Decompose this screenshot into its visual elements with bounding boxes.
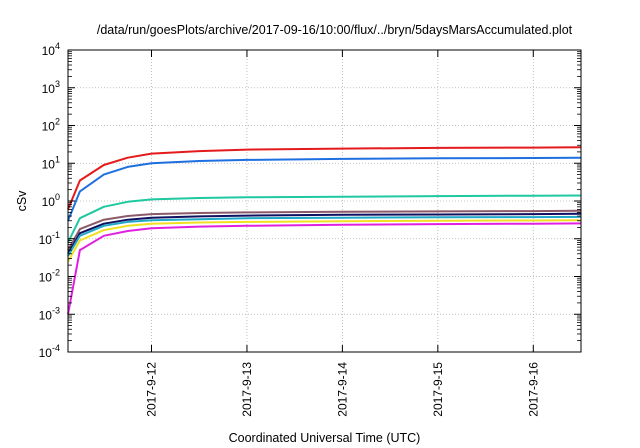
series-line-2 xyxy=(67,156,582,222)
x-tick-label: 2017-9-16 xyxy=(526,362,540,417)
y-tick-label: 10-3 xyxy=(39,305,60,322)
y-tick-exponent: -2 xyxy=(52,268,60,278)
series-line-5 xyxy=(67,212,582,255)
x-tick-labels: 2017-9-12 2017-9-13 2017-9-14 2017-9-15 2017… xyxy=(145,362,541,417)
series-line-4 xyxy=(67,209,582,251)
x-tick-label: 2017-9-12 xyxy=(145,362,159,417)
x-tick-label: 2017-9-13 xyxy=(240,362,254,417)
y-axis-title: cSv xyxy=(15,190,29,212)
chart-title: /data/run/goesPlots/archive/2017-09-16/1… xyxy=(97,23,573,37)
y-tick-label: 10-1 xyxy=(39,230,60,247)
x-tick-label: 2017-9-14 xyxy=(335,362,349,417)
y-tick-label: 104 xyxy=(42,41,60,58)
y-tick-exponent: -1 xyxy=(52,230,60,240)
y-tick-base: 10 xyxy=(39,346,53,360)
y-tick-exponent: 0 xyxy=(55,192,60,202)
series-layer xyxy=(67,146,582,315)
tick-marks xyxy=(68,49,581,353)
y-tick-base: 10 xyxy=(39,271,53,285)
y-tick-exponent: -3 xyxy=(52,305,60,315)
y-tick-base: 10 xyxy=(42,195,56,209)
y-tick-label: 100 xyxy=(42,192,60,209)
y-tick-base: 10 xyxy=(39,308,53,322)
series-line-1 xyxy=(67,146,582,210)
y-tick-exponent: 2 xyxy=(55,117,60,127)
series-line-3 xyxy=(67,194,582,243)
series-line-7 xyxy=(67,219,582,262)
y-tick-label: 10-2 xyxy=(39,268,60,285)
series-line-6 xyxy=(67,215,582,257)
x-axis-title: Coordinated Universal Time (UTC) xyxy=(229,431,421,445)
y-tick-exponent: -4 xyxy=(52,343,60,353)
y-tick-exponent: 1 xyxy=(55,154,60,164)
y-tick-exponent: 3 xyxy=(55,79,60,89)
y-tick-base: 10 xyxy=(42,82,56,96)
y-tick-label: 102 xyxy=(42,117,60,134)
y-tick-base: 10 xyxy=(39,233,53,247)
series-line-8 xyxy=(67,222,582,315)
y-tick-label: 101 xyxy=(42,154,60,171)
grid-lines xyxy=(68,50,581,352)
y-tick-label: 103 xyxy=(42,79,60,96)
x-tick-label: 2017-9-15 xyxy=(431,362,445,417)
y-tick-label: 10-4 xyxy=(39,343,60,360)
y-tick-base: 10 xyxy=(42,44,56,58)
y-tick-base: 10 xyxy=(42,120,56,134)
y-tick-base: 10 xyxy=(42,157,56,171)
y-tick-exponent: 4 xyxy=(55,41,60,51)
